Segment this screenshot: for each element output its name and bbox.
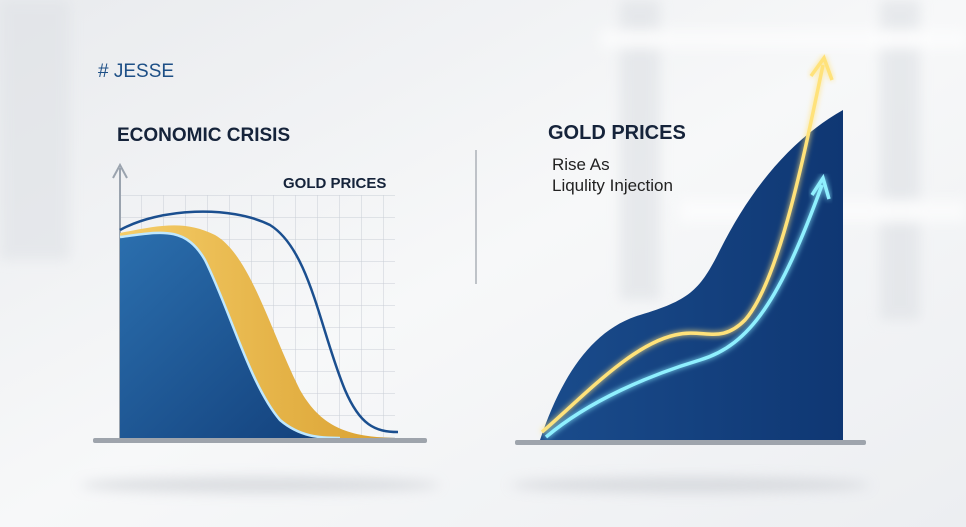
- cyan-line: [544, 184, 824, 439]
- left-baseline: [93, 438, 427, 443]
- blue-area: [120, 232, 340, 440]
- outline-curve: [119, 210, 399, 434]
- blue-area-right: [540, 110, 843, 440]
- cyan-arrow: [810, 173, 831, 200]
- right-title: GOLD PRICES: [548, 122, 686, 144]
- blue-edge: [119, 231, 341, 440]
- yellow-arrow: [809, 54, 834, 81]
- left-chart-label: GOLD PRICES: [283, 175, 386, 192]
- legend-label: Liqulity Injection: [552, 176, 673, 195]
- right-baseline: [515, 440, 866, 445]
- yellow-line: [540, 64, 825, 434]
- tag: # JESSE: [98, 61, 174, 82]
- left-title: ECONOMIC CRISIS: [117, 125, 290, 146]
- legend-label: Rise As: [552, 155, 610, 174]
